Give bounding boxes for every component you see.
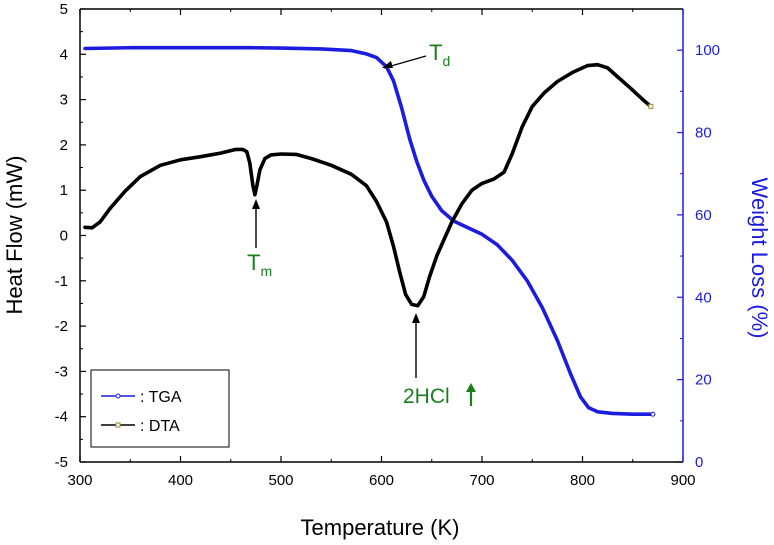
legend: : TGA : DTA [90,369,230,448]
dta-end-marker [648,103,654,109]
annotation-hcl: 2HCl [403,313,476,408]
annotation-hcl-label: 2HCl [403,385,450,408]
y-right-tick-label: 80 [695,125,712,142]
x-tick-label: 600 [369,472,394,489]
x-tick-label: 700 [469,472,494,489]
x-tick-label: 800 [570,472,595,489]
annotation-tm-arrowhead [252,199,260,209]
y-right-tick-label: 60 [695,207,712,224]
x-axis-title: Temperature (K) [301,515,460,540]
y-right-tick-label: 40 [695,289,712,306]
y-left-tick-label: 0 [60,228,68,245]
ticks-layer: 300 400 500 600 700 800 900 -5 -4 -3 -2 -1 0 1 2 3 4 5 0 20… [55,1,720,489]
annotation-tm-label: Tm [247,250,272,279]
series-layer [83,45,656,417]
annotation-tm: Tm [247,199,272,279]
y-right-tick-label: 0 [695,454,703,471]
x-tick-label: 300 [67,472,92,489]
annotation-td: Td [382,40,450,69]
dta-series-line [83,62,653,308]
legend-tga-label: : TGA [140,389,182,406]
annotation-td-label: Td [429,40,450,69]
y-left-axis-title: Heat Flow (mW) [2,156,27,315]
y-left-tick-label: 3 [60,92,68,109]
y-right-axis-title: Weight Loss (%) [747,178,772,339]
x-tick-label: 400 [168,472,193,489]
annotation-td-arrowhead [382,61,393,68]
x-tick-label: 900 [670,472,695,489]
legend-tga-marker [115,393,121,399]
y-left-tick-label: 2 [60,137,68,154]
y-left-tick-label: -3 [55,363,68,380]
tga-series-line [83,45,655,417]
x-tick-label: 500 [268,472,293,489]
gas-release-arrowhead [466,383,476,392]
legend-box [90,369,230,448]
y-left-tick-label: 5 [60,1,68,18]
legend-dta-marker [115,422,121,428]
y-left-tick-label: -2 [55,318,68,335]
legend-dta-label: : DTA [140,418,180,435]
tga-end-marker [650,411,656,417]
y-left-tick-label: 4 [60,46,68,63]
y-right-tick-label: 20 [695,372,712,389]
y-right-tick-label: 100 [695,42,720,59]
y-left-tick-label: -5 [55,454,68,471]
y-left-tick-label: 1 [60,182,68,199]
annotation-hcl-arrowhead [412,313,420,323]
y-left-tick-label: -4 [55,409,68,426]
y-left-tick-label: -1 [55,273,68,290]
